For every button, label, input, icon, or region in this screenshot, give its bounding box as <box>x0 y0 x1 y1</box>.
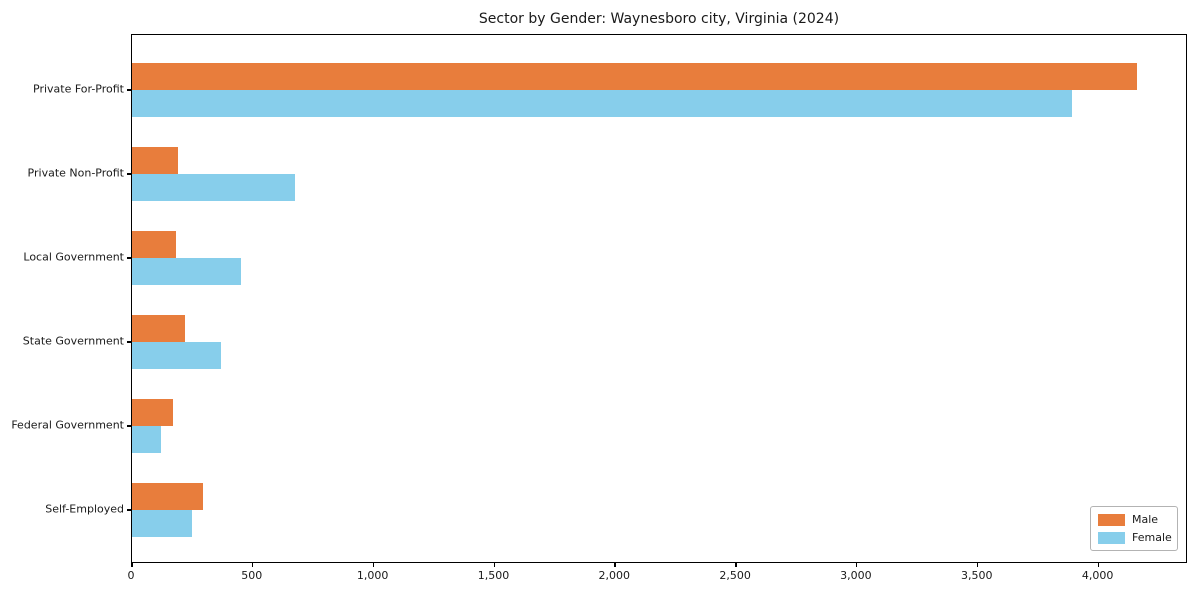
y-label-state-government: State Government <box>22 334 124 348</box>
y-label-federal-government: Federal Government <box>11 418 124 432</box>
y-tick-self-employed <box>127 509 131 511</box>
legend: Male Female <box>1090 506 1178 551</box>
x-tick-label-1500: 1,500 <box>477 569 510 582</box>
y-label-local-government: Local Government <box>23 250 124 264</box>
bar-female-private-for-profit <box>132 90 1072 117</box>
x-tick-label-0: 0 <box>127 569 135 582</box>
x-tick-label-1000: 1,000 <box>356 569 389 582</box>
legend-label-female: Female <box>1132 531 1172 544</box>
x-tick-3500 <box>976 563 979 567</box>
plot-area <box>131 34 1187 563</box>
x-tick-label-3500: 3,500 <box>961 569 993 582</box>
legend-swatch-female <box>1098 531 1125 544</box>
bar-male-state-government <box>132 315 186 342</box>
x-tick-1000 <box>372 563 375 567</box>
x-tick-0 <box>131 563 133 567</box>
y-tick-federal-government <box>127 425 131 427</box>
x-tick-2500 <box>735 563 737 567</box>
legend-swatch-male <box>1098 513 1125 526</box>
y-label-private-for-profit: Private For-Profit <box>33 82 124 96</box>
x-tick-3000 <box>855 563 858 567</box>
y-tick-private-non-profit <box>127 173 131 175</box>
x-tick-4000 <box>1097 563 1100 567</box>
bar-male-local-government <box>132 231 176 258</box>
x-tick-2000 <box>614 563 616 567</box>
bar-female-local-government <box>132 258 241 285</box>
x-tick-label-3000: 3,000 <box>840 569 872 582</box>
bar-male-self-employed <box>132 483 204 510</box>
bar-female-state-government <box>132 342 222 369</box>
y-tick-local-government <box>127 257 131 259</box>
y-tick-private-for-profit <box>127 89 131 91</box>
x-tick-label-500: 500 <box>241 569 263 582</box>
bar-male-private-non-profit <box>132 147 178 174</box>
bar-female-private-non-profit <box>132 174 296 201</box>
x-tick-label-2500: 2,500 <box>719 569 751 582</box>
legend-label-male: Male <box>1132 513 1159 526</box>
bar-male-private-for-profit <box>132 63 1138 90</box>
y-tick-state-government <box>127 341 131 343</box>
x-tick-label-2000: 2,000 <box>598 569 631 582</box>
bar-female-self-employed <box>132 510 193 537</box>
bar-male-federal-government <box>132 399 174 426</box>
x-tick-label-4000: 4,000 <box>1081 569 1114 582</box>
bar-female-federal-government <box>132 426 161 453</box>
chart-title: Sector by Gender: Waynesboro city, Virgi… <box>478 11 840 27</box>
y-label-self-employed: Self-Employed <box>45 502 124 516</box>
x-tick-1500 <box>493 563 495 567</box>
x-tick-500 <box>251 563 254 567</box>
legend-item-male: Male <box>1098 513 1170 526</box>
y-label-private-non-profit: Private Non-Profit <box>27 166 124 180</box>
legend-item-female: Female <box>1098 531 1172 544</box>
